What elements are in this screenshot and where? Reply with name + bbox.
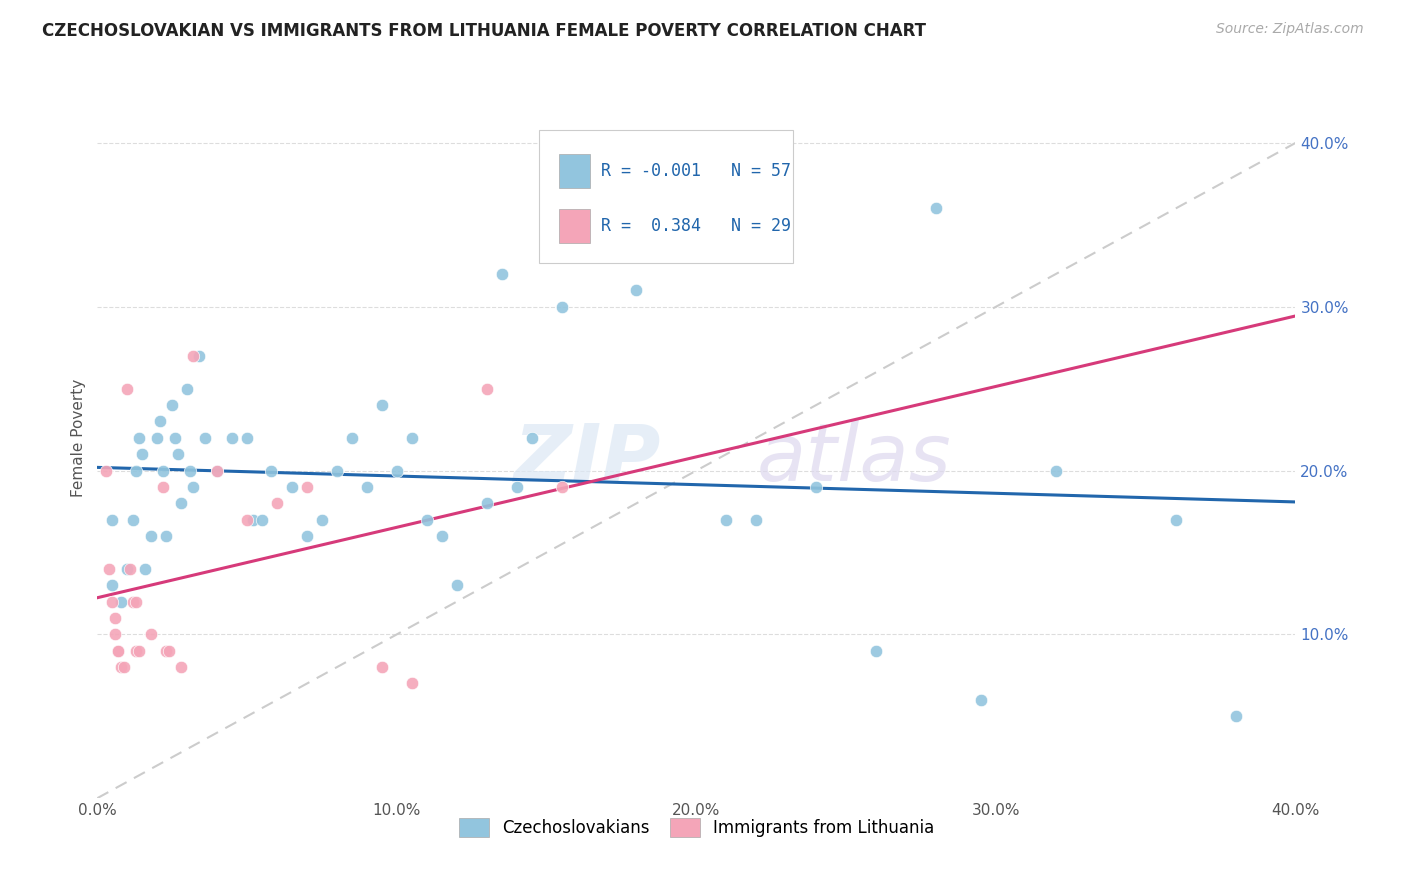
- Point: [155, 644, 177, 658]
- Text: R =  0.384   N = 29: R = 0.384 N = 29: [602, 218, 792, 235]
- Point: [176, 382, 198, 396]
- Point: [128, 644, 150, 658]
- Point: [385, 464, 408, 478]
- Point: [122, 594, 145, 608]
- Point: [250, 513, 273, 527]
- Point: [141, 627, 163, 641]
- Point: [260, 464, 283, 478]
- Point: [110, 660, 132, 674]
- Point: [281, 480, 304, 494]
- Text: ZIP: ZIP: [513, 420, 661, 499]
- Point: [266, 496, 288, 510]
- Point: [110, 594, 132, 608]
- Point: [371, 660, 394, 674]
- Point: [125, 464, 148, 478]
- Point: [520, 431, 543, 445]
- Point: [155, 529, 177, 543]
- Point: [98, 562, 121, 576]
- Point: [120, 562, 142, 576]
- Point: [340, 431, 363, 445]
- Point: [128, 431, 150, 445]
- Point: [446, 578, 468, 592]
- Point: [117, 562, 139, 576]
- Point: [626, 284, 648, 298]
- Legend: Czechoslovakians, Immigrants from Lithuania: Czechoslovakians, Immigrants from Lithua…: [453, 812, 941, 844]
- Point: [970, 693, 993, 707]
- Point: [205, 464, 228, 478]
- Point: [311, 513, 333, 527]
- Point: [1045, 464, 1067, 478]
- Point: [550, 300, 572, 314]
- Point: [505, 480, 527, 494]
- Point: [550, 480, 572, 494]
- Point: [165, 431, 187, 445]
- Point: [806, 480, 828, 494]
- Point: [101, 578, 124, 592]
- Point: [146, 431, 169, 445]
- Point: [1225, 709, 1247, 723]
- Point: [125, 594, 148, 608]
- Point: [194, 431, 217, 445]
- Point: [236, 431, 259, 445]
- Point: [865, 644, 887, 658]
- Point: [1164, 513, 1187, 527]
- Point: [104, 611, 127, 625]
- Point: [117, 382, 139, 396]
- Point: [149, 414, 172, 428]
- Point: [96, 464, 118, 478]
- Point: [326, 464, 349, 478]
- Point: [430, 529, 453, 543]
- Point: [131, 447, 153, 461]
- Point: [925, 202, 948, 216]
- Point: [181, 349, 204, 363]
- Point: [152, 464, 174, 478]
- Text: R = -0.001   N = 57: R = -0.001 N = 57: [602, 161, 792, 179]
- Point: [141, 529, 163, 543]
- Point: [160, 398, 183, 412]
- Point: [101, 513, 124, 527]
- Y-axis label: Female Poverty: Female Poverty: [72, 379, 86, 497]
- Point: [595, 202, 617, 216]
- Point: [205, 464, 228, 478]
- Point: [221, 431, 243, 445]
- Point: [371, 398, 394, 412]
- Point: [107, 644, 129, 658]
- Point: [179, 464, 201, 478]
- Point: [401, 431, 423, 445]
- Text: atlas: atlas: [756, 420, 950, 499]
- Point: [134, 562, 156, 576]
- Point: [104, 627, 127, 641]
- Point: [122, 513, 145, 527]
- Point: [491, 267, 513, 281]
- Point: [242, 513, 264, 527]
- Point: [170, 496, 193, 510]
- Text: Source: ZipAtlas.com: Source: ZipAtlas.com: [1216, 22, 1364, 37]
- Point: [112, 660, 135, 674]
- Point: [475, 496, 498, 510]
- Point: [716, 513, 738, 527]
- Point: [152, 480, 174, 494]
- Point: [356, 480, 378, 494]
- Point: [125, 644, 148, 658]
- Point: [188, 349, 211, 363]
- Point: [295, 529, 318, 543]
- Point: [745, 513, 768, 527]
- Point: [157, 644, 180, 658]
- Point: [101, 594, 124, 608]
- Point: [170, 660, 193, 674]
- Text: CZECHOSLOVAKIAN VS IMMIGRANTS FROM LITHUANIA FEMALE POVERTY CORRELATION CHART: CZECHOSLOVAKIAN VS IMMIGRANTS FROM LITHU…: [42, 22, 927, 40]
- Point: [107, 644, 129, 658]
- Point: [181, 480, 204, 494]
- Point: [295, 480, 318, 494]
- Point: [401, 676, 423, 690]
- Point: [236, 513, 259, 527]
- Point: [475, 382, 498, 396]
- Point: [167, 447, 190, 461]
- Point: [416, 513, 439, 527]
